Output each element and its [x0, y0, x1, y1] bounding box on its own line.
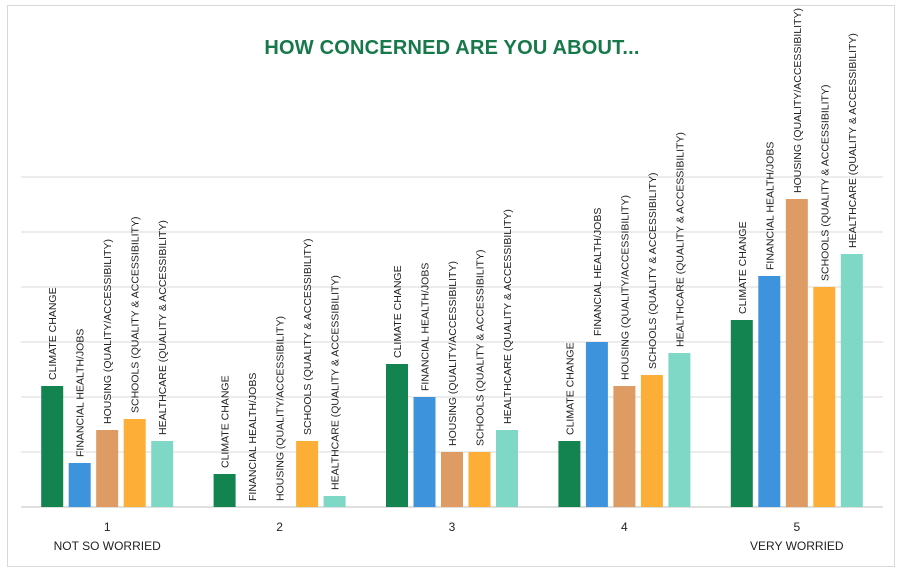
x-tick-label: 3 — [448, 520, 456, 534]
bar-series-label: HEALTHCARE (QUALITY & ACCESSIBILITY) — [502, 209, 514, 424]
bar-series-label: HOUSING (QUALITY/ACCESSIBILITY) — [102, 239, 114, 424]
bar-series-label: CLIMATE CHANGE — [47, 287, 59, 380]
bar — [468, 452, 491, 507]
bar — [441, 452, 463, 507]
bar-series-label: HEALTHCARE (QUALITY & ACCESSIBILITY) — [330, 275, 342, 490]
bar-series-label: SCHOOLS (QUALITY & ACCESSIBILITY) — [647, 173, 659, 369]
bar — [640, 375, 663, 507]
bar — [730, 320, 753, 507]
bar — [386, 364, 408, 507]
bar — [668, 353, 691, 507]
bar — [151, 441, 174, 507]
bar — [323, 496, 346, 507]
bar — [585, 342, 608, 507]
bar — [123, 419, 146, 507]
bar-series-label: SCHOOLS (QUALITY & ACCESSIBILITY) — [475, 250, 487, 446]
bar-series-label: HEALTHCARE (QUALITY & ACCESSIBILITY) — [847, 33, 859, 248]
x-tick-sublabel: VERY WORRIED — [750, 539, 844, 553]
bar-series-label: HOUSING (QUALITY/ACCESSIBILITY) — [619, 195, 631, 380]
x-tick-label: 5 — [793, 520, 801, 534]
x-tick-label: 1 — [103, 520, 111, 534]
bar-series-label: HEALTHCARE (QUALITY & ACCESSIBILITY) — [674, 132, 686, 347]
bar — [840, 254, 863, 507]
bar-series-label: FINANCIAL HEALTH/JOBS — [75, 329, 87, 457]
bar — [96, 430, 119, 507]
bar-series-label: HOUSING (QUALITY/ACCESSIBILITY) — [275, 316, 287, 501]
bar-series-label: HOUSING (QUALITY/ACCESSIBILITY) — [792, 8, 804, 193]
bar-series-label: SCHOOLS (QUALITY & ACCESSIBILITY) — [130, 217, 142, 413]
x-tick-label: 4 — [621, 520, 628, 534]
bar — [213, 474, 236, 507]
bar — [413, 397, 436, 507]
bar-series-label: FINANCIAL HEALTH/JOBS — [592, 208, 604, 336]
bar — [496, 430, 518, 507]
x-tick-label: 2 — [276, 520, 283, 534]
bar — [613, 386, 636, 507]
bar — [813, 287, 836, 507]
bar — [785, 199, 808, 507]
bar — [296, 441, 319, 507]
bar — [558, 441, 581, 507]
bar-series-label: FINANCIAL HEALTH/JOBS — [764, 142, 776, 270]
bar-series-label: CLIMATE CHANGE — [737, 221, 749, 314]
bar-series-label: HEALTHCARE (QUALITY & ACCESSIBILITY) — [157, 220, 169, 435]
bar — [758, 276, 781, 507]
chart-title: HOW CONCERNED ARE YOU ABOUT... — [264, 37, 640, 59]
bar-series-label: CLIMATE CHANGE — [392, 265, 404, 358]
bar-series-label: CLIMATE CHANGE — [564, 342, 576, 435]
bar-series-label: FINANCIAL HEALTH/JOBS — [247, 373, 259, 501]
bar — [68, 463, 91, 507]
x-tick-sublabel: NOT SO WORRIED — [53, 539, 161, 553]
bar-series-label: CLIMATE CHANGE — [220, 375, 232, 468]
bar — [41, 386, 64, 507]
bar-series-label: SCHOOLS (QUALITY & ACCESSIBILITY) — [302, 239, 314, 435]
bar-series-label: SCHOOLS (QUALITY & ACCESSIBILITY) — [819, 85, 831, 281]
bar-series-label: FINANCIAL HEALTH/JOBS — [420, 263, 432, 391]
bar-series-label: HOUSING (QUALITY/ACCESSIBILITY) — [447, 261, 459, 446]
